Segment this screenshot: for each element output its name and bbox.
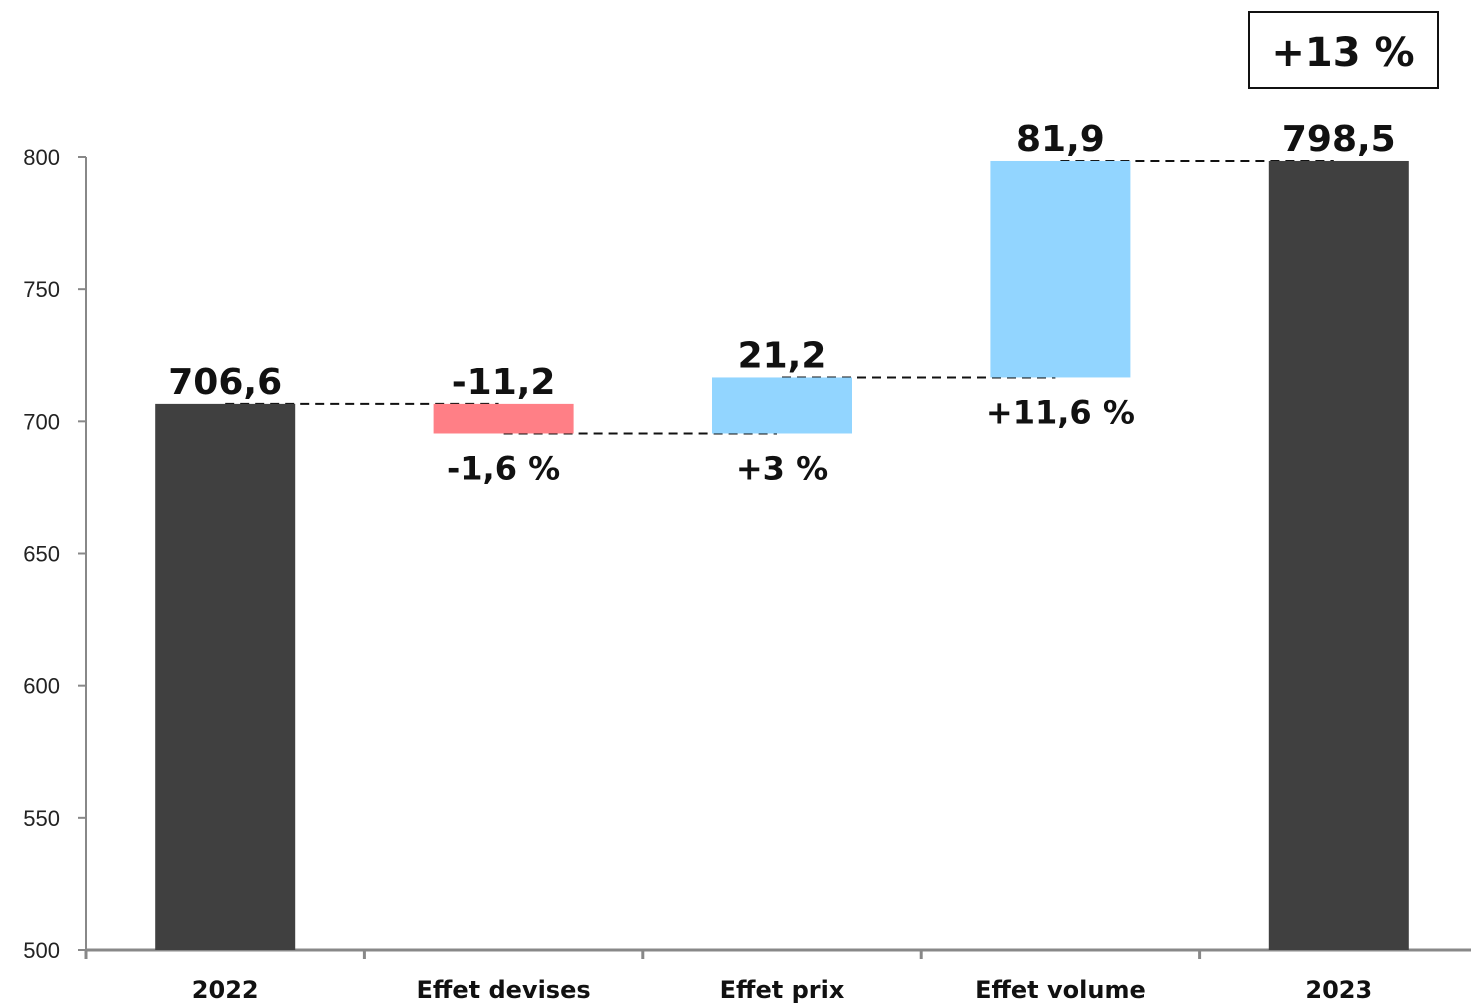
x-category-label: 2022 xyxy=(192,976,259,1004)
percent-label: -1,6 % xyxy=(447,449,560,487)
x-axis: 2022 Effet devises Effet prix Effet volume 2… xyxy=(84,948,1471,1004)
y-tick-label: 650 xyxy=(23,542,60,567)
y-tick-label: 800 xyxy=(23,145,60,170)
waterfall-bar xyxy=(155,403,296,950)
value-label: 21,2 xyxy=(738,335,827,376)
y-tick-label: 700 xyxy=(23,409,60,434)
x-category-label: Effet prix xyxy=(720,976,845,1004)
waterfall-bar xyxy=(1268,160,1409,951)
value-label: 706,6 xyxy=(168,362,282,403)
x-category-label: 2023 xyxy=(1305,976,1372,1004)
waterfall-bar xyxy=(712,377,852,434)
data-labels: 706,6 -11,2 -1,6 % 21,2 +3 % 81,9 +11,6 % 798,5 xyxy=(168,119,1395,488)
waterfall-bar xyxy=(990,160,1131,378)
y-tick-label: 750 xyxy=(23,277,60,302)
bars xyxy=(155,160,1409,951)
value-label: 798,5 xyxy=(1282,119,1396,160)
value-label: 81,9 xyxy=(1016,119,1105,160)
x-category-label: Effet devises xyxy=(417,976,591,1004)
x-category-label: Effet volume xyxy=(975,976,1146,1004)
waterfall-bar xyxy=(433,403,574,434)
value-label: -11,2 xyxy=(452,362,556,403)
percent-label: +11,6 % xyxy=(986,393,1135,431)
y-tick-label: 500 xyxy=(23,938,60,963)
total-change-label: +13 % xyxy=(1271,30,1414,76)
y-axis: 500 550 600 650 700 750 800 xyxy=(23,145,87,963)
total-change-box: +13 % xyxy=(1248,11,1439,89)
y-tick-label: 600 xyxy=(23,674,60,699)
total-change-frame xyxy=(1248,11,1439,89)
y-tick-label: 550 xyxy=(23,806,60,831)
percent-label: +3 % xyxy=(736,449,828,487)
